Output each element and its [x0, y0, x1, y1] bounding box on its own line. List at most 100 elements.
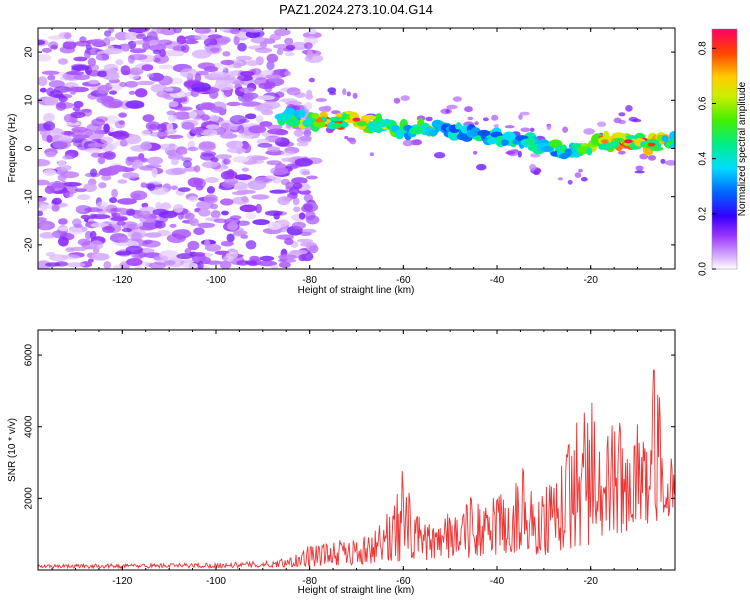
noise-blob [248, 125, 267, 134]
noise-blob [298, 212, 306, 220]
noise-blob [578, 169, 583, 173]
noise-blob [130, 144, 149, 152]
noise-blob [225, 252, 239, 259]
noise-blob [139, 217, 156, 223]
noise-blob [327, 87, 337, 94]
noise-blob [168, 143, 176, 148]
noise-blob [103, 123, 110, 133]
noise-blob [127, 54, 135, 64]
noise-blob [189, 218, 199, 227]
noise-blob [222, 51, 231, 57]
noise-blob [236, 220, 250, 226]
noise-blob [315, 98, 327, 102]
signal-blob [299, 109, 306, 118]
noise-blob [181, 121, 195, 130]
noise-blob [213, 218, 227, 224]
noise-blob [308, 244, 319, 254]
noise-blob [117, 198, 137, 205]
noise-blob [140, 182, 148, 188]
noise-blob [121, 43, 130, 52]
noise-blob [173, 106, 193, 111]
noise-blob [134, 88, 148, 98]
noise-blob [108, 165, 126, 173]
noise-blob [245, 240, 257, 250]
noise-blob [144, 232, 162, 238]
signal-blob [340, 121, 349, 128]
noise-blob [250, 37, 270, 44]
noise-blob [112, 264, 122, 269]
noise-blob [281, 157, 295, 162]
noise-blob [227, 221, 239, 231]
signal-blob [356, 120, 367, 127]
noise-blob [172, 111, 192, 120]
noise-blob [87, 142, 104, 148]
noise-blob [190, 127, 204, 135]
noise-blob [163, 260, 176, 266]
noise-blob [83, 183, 97, 193]
noise-blob [504, 125, 515, 129]
noise-blob [150, 83, 168, 93]
noise-blob [49, 128, 65, 139]
noise-blob [118, 112, 127, 118]
noise-blob [467, 116, 474, 121]
noise-blob [128, 90, 136, 95]
noise-blob [151, 167, 158, 178]
signal-blob [502, 131, 516, 141]
noise-blob [323, 105, 332, 112]
noise-blob [252, 219, 270, 226]
noise-blob [194, 34, 209, 41]
noise-blob [38, 76, 48, 86]
noise-blob [473, 150, 478, 155]
noise-blob [352, 92, 358, 99]
noise-blob [73, 100, 84, 108]
noise-blob [166, 134, 184, 139]
noise-blob [275, 129, 289, 136]
noise-blob [168, 114, 177, 122]
noise-blob [181, 44, 190, 53]
noise-blob [257, 143, 273, 148]
noise-blob [200, 129, 218, 137]
noise-blob [219, 260, 232, 269]
noise-blob [369, 152, 375, 156]
noise-blob [243, 92, 254, 103]
noise-blob [562, 126, 568, 133]
noise-blob [70, 246, 88, 252]
noise-blob [226, 147, 247, 154]
noise-blob [188, 111, 198, 119]
snr-y-tick-label: 6000 [24, 344, 35, 367]
noise-blob [195, 178, 206, 189]
noise-blob [294, 158, 313, 167]
noise-blob [177, 210, 184, 220]
colorbar-tick-label: 0.4 [698, 151, 709, 165]
noise-blob [118, 120, 125, 125]
noise-blob [90, 168, 98, 177]
noise-blob [464, 106, 473, 113]
noise-blob [518, 114, 523, 120]
noise-blob [65, 121, 81, 126]
noise-blob [266, 160, 282, 166]
noise-blob [239, 87, 256, 93]
noise-blob [207, 34, 223, 39]
snr-ylabel: SNR (10 * v/v) [7, 418, 18, 482]
noise-blob [132, 159, 144, 169]
noise-blob [131, 231, 143, 242]
spectrogram-y-tick-label: 10 [24, 94, 35, 106]
noise-blob [221, 210, 229, 216]
noise-blob [493, 124, 499, 128]
noise-blob [65, 192, 74, 198]
noise-blob [233, 62, 243, 69]
noise-blob [519, 111, 530, 116]
noise-blob [69, 86, 77, 95]
noise-blob [158, 64, 174, 70]
noise-blob [255, 115, 264, 123]
noise-blob [272, 176, 282, 184]
noise-blob [142, 240, 161, 248]
noise-blob [86, 123, 102, 132]
noise-blob [635, 165, 644, 171]
spectrogram-x-tick-label: -20 [583, 275, 598, 286]
noise-blob [106, 67, 117, 78]
noise-blob [39, 87, 47, 93]
signal-blob [284, 107, 296, 116]
noise-blob [117, 179, 128, 184]
noise-blob [48, 35, 64, 40]
